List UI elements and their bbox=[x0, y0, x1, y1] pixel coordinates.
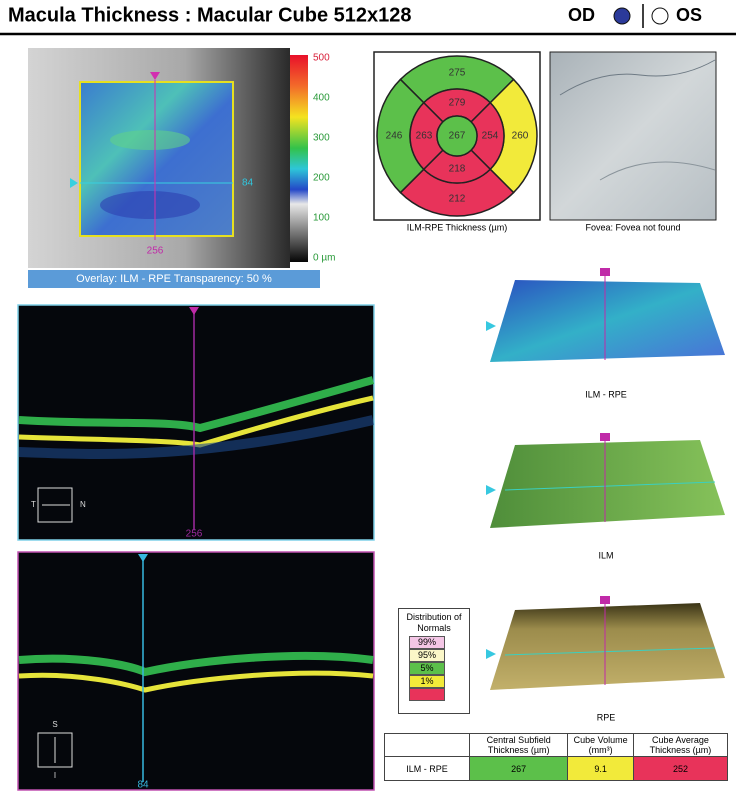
normals-legend: Distribution of Normals 99% 95% 5% 1% bbox=[398, 608, 470, 714]
header-cell: Cube Average Thickness (µm) bbox=[632, 733, 729, 757]
sector-value: 279 bbox=[449, 98, 466, 109]
marker bbox=[486, 321, 496, 331]
marker bbox=[189, 307, 199, 315]
h-label: 84 bbox=[242, 178, 254, 189]
scan-line bbox=[504, 647, 716, 656]
marker bbox=[486, 649, 496, 659]
os-indicator[interactable] bbox=[651, 7, 669, 25]
od-indicator[interactable] bbox=[613, 7, 631, 25]
legend-row: 5% bbox=[409, 662, 465, 675]
scale-label: 400 bbox=[313, 93, 330, 104]
scale-label: 100 bbox=[313, 213, 330, 224]
table-header: Central Subfield Thickness (µm) Cube Vol… bbox=[384, 733, 729, 757]
surface-caption: ILM bbox=[598, 550, 613, 560]
marker bbox=[600, 433, 610, 441]
vessel bbox=[559, 59, 716, 96]
map-patch bbox=[110, 130, 190, 150]
scale-label: 0 µm bbox=[313, 253, 335, 264]
v-label: 256 bbox=[147, 246, 164, 257]
sector-value: 246 bbox=[386, 131, 403, 142]
scale-label: 300 bbox=[313, 133, 330, 144]
marker bbox=[150, 72, 160, 80]
etdrs-grid: 275 260 212 246 279 254 218 263 267 bbox=[376, 55, 538, 217]
center-value: 267 bbox=[449, 131, 466, 142]
marker bbox=[138, 554, 148, 562]
bscan-label: 84 bbox=[137, 780, 149, 791]
legend-title: Distribution of Normals bbox=[406, 612, 462, 633]
legend-item: 5% bbox=[409, 662, 445, 675]
surface-3d bbox=[490, 603, 725, 690]
empty-cell bbox=[384, 733, 470, 757]
choroid bbox=[18, 415, 375, 459]
legend-item: 95% bbox=[409, 649, 445, 662]
legend-row: 95% bbox=[409, 649, 465, 662]
scan-line bbox=[504, 481, 716, 491]
color-bar bbox=[290, 55, 308, 262]
etdrs-center bbox=[436, 115, 478, 157]
retina-band bbox=[18, 651, 374, 677]
orient-bottom: I bbox=[54, 771, 56, 780]
overlay-text: Overlay: ILM - RPE Transparency: 50 % bbox=[76, 273, 272, 285]
os-label: OS bbox=[676, 5, 702, 25]
legend-item: 99% bbox=[409, 636, 445, 649]
table-row: ILM - RPE 267 9.1 252 bbox=[384, 756, 729, 781]
legend-item: 1% bbox=[409, 675, 445, 688]
scale-labels: 500 400 300 200 100 0 µm bbox=[313, 53, 335, 264]
scale-label: 200 bbox=[313, 173, 330, 184]
etdrs-caption: ILM-RPE Thickness (µm) bbox=[407, 222, 508, 232]
surface-3d bbox=[490, 440, 725, 528]
orient-box bbox=[37, 732, 73, 768]
overlay-bar bbox=[28, 270, 320, 288]
marker bbox=[486, 485, 496, 495]
legend-swatch bbox=[409, 688, 445, 701]
surface-3d bbox=[490, 280, 725, 362]
sector-value: 263 bbox=[416, 131, 433, 142]
fundus-image bbox=[549, 51, 717, 221]
orient-right: N bbox=[80, 500, 86, 509]
bscan-label: 256 bbox=[186, 529, 203, 540]
sector-value: 212 bbox=[449, 194, 466, 205]
fundus-caption: Fovea: Fovea not found bbox=[585, 222, 680, 232]
sector-value: 275 bbox=[449, 68, 466, 79]
legend-row: 99% bbox=[409, 636, 465, 649]
summary-table: Central Subfield Thickness (µm) Cube Vol… bbox=[384, 733, 729, 781]
map-patch bbox=[100, 191, 200, 219]
surface-caption: RPE bbox=[597, 712, 616, 722]
value-cell: 9.1 bbox=[567, 756, 634, 781]
header-cell: Central Subfield Thickness (µm) bbox=[468, 733, 569, 757]
row-label: ILM - RPE bbox=[384, 756, 470, 781]
title: Macula Thickness : Macular Cube 512x128 bbox=[8, 4, 412, 26]
sector-value: 218 bbox=[449, 164, 466, 175]
od-label: OD bbox=[568, 5, 595, 25]
surface-caption: ILM - RPE bbox=[585, 389, 627, 399]
marker bbox=[600, 596, 610, 604]
orient-top: S bbox=[52, 720, 57, 729]
legend-row: 1% bbox=[409, 675, 465, 688]
sector-value: 254 bbox=[482, 131, 499, 142]
legend-row bbox=[409, 688, 465, 701]
sector-value: 260 bbox=[512, 131, 529, 142]
marker bbox=[600, 268, 610, 276]
vessel bbox=[599, 161, 716, 181]
orient-left: T bbox=[31, 500, 36, 509]
header-cell: Cube Volume (mm³) bbox=[567, 733, 634, 757]
scale-label: 500 bbox=[313, 53, 330, 64]
marker bbox=[70, 178, 78, 188]
retina-band bbox=[18, 376, 375, 433]
rpe-band bbox=[18, 670, 374, 693]
value-cell: 252 bbox=[632, 756, 729, 781]
value-cell: 267 bbox=[468, 756, 569, 781]
orient-box bbox=[37, 487, 73, 523]
